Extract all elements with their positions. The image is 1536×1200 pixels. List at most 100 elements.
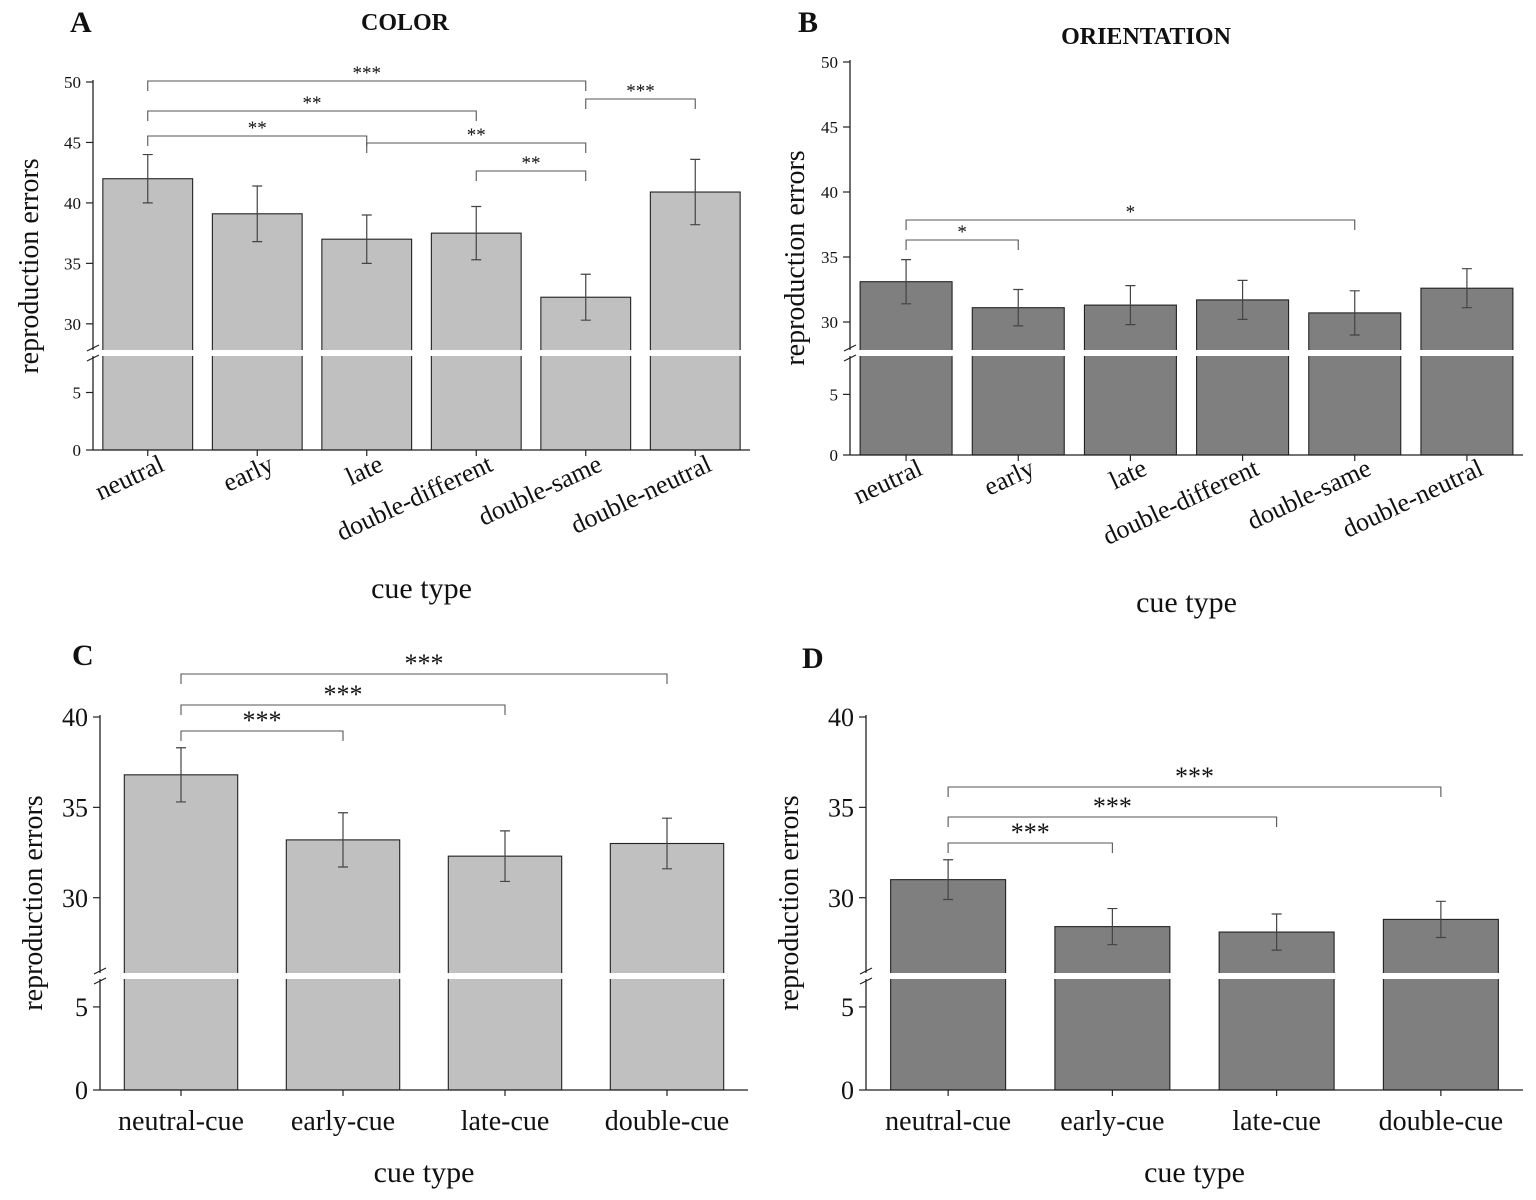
y-tick-label-a: 45 [64,133,81,152]
significance-bracket-d-0 [947,786,1442,797]
significance-bracket-a-5 [475,170,587,181]
error-bar-a-1 [252,185,263,243]
x-tick-label-c-0: neutral-cue [118,1106,244,1137]
x-axis-label-d: cue type [1144,1156,1245,1189]
error-bar-d-2 [1271,913,1282,951]
y-axis-label-c: reproduction errors [18,795,49,1010]
error-bar-b-2 [1125,285,1136,326]
y-tick-label-c: 35 [62,793,88,822]
x-tick-label-b-2: late [1105,453,1151,495]
bar-a-4 [540,296,632,451]
significance-label-a-5: ** [522,153,541,174]
x-axis-label-a: cue type [371,572,472,605]
significance-bracket-c-1 [180,704,506,715]
x-axis-label-b: cue type [1136,586,1237,619]
y-tick-label-a: 35 [64,254,81,273]
bar-b-5 [1420,287,1514,456]
significance-label-d-0: *** [1175,762,1214,791]
bar-a-1 [211,213,303,451]
significance-label-a-0: *** [353,63,382,84]
error-bar-c-1 [338,812,348,868]
x-tick-label-d-0: neutral-cue [885,1106,1011,1137]
error-bar-c-3 [662,817,672,870]
x-tick-label-d-3: double-cue [1379,1106,1503,1137]
y-tick-label-a: 0 [73,441,82,460]
significance-label-a-1: *** [626,81,655,102]
significance-label-d-1: *** [1093,792,1132,821]
bar-d-1 [1054,926,1171,1091]
y-tick-label-a: 5 [73,383,82,402]
y-tick-label-a: 40 [64,194,81,213]
error-bar-d-3 [1435,900,1446,939]
bar-d-2 [1218,931,1335,1091]
bar-d-0 [890,879,1007,1091]
error-bar-c-0 [176,747,186,803]
significance-label-b-1: * [957,222,967,243]
significance-bracket-b-0 [905,219,1356,230]
y-tick-label-b: 0 [830,446,839,465]
y-tick-label-a: 30 [64,315,81,334]
significance-bracket-d-2 [947,842,1113,853]
y-tick-label-a: 50 [64,73,81,92]
significance-label-c-2: *** [243,706,282,735]
y-tick-label-d: 5 [841,993,854,1022]
y-tick-label-c: 5 [75,993,88,1022]
bar-a-0 [102,178,194,451]
significance-label-c-1: *** [324,680,363,709]
bar-c-1 [285,839,401,1091]
bar-b-4 [1308,312,1402,456]
error-bar-d-0 [943,859,954,901]
significance-bracket-a-1 [585,98,696,109]
bar-b-0 [859,281,953,456]
x-tick-label-b-0: neutral [849,453,927,510]
panel-b-letter: B [798,6,818,39]
y-tick-label-b: 40 [821,183,838,202]
x-tick-label-a-1: early [218,449,277,497]
significance-bracket-d-1 [947,816,1278,827]
y-tick-label-c: 40 [62,703,88,732]
error-bar-a-5 [690,158,701,226]
significance-bracket-a-3 [147,135,368,146]
x-tick-label-d-2: late-cue [1232,1106,1321,1137]
bar-d-3 [1382,918,1499,1091]
error-bar-a-4 [580,273,591,321]
panel-c-color-combined-chart: C 30 35 40 0 5 neutral-cue early-cue late-cue dou… [18,639,752,1189]
significance-label-d-2: *** [1011,818,1050,847]
bar-c-0 [123,774,239,1091]
significance-bracket-c-0 [180,673,668,684]
y-tick-label-d: 30 [828,884,854,913]
significance-bracket-a-4 [366,142,587,153]
bar-a-2 [321,238,413,451]
y-tick-label-d: 40 [828,703,854,732]
y-tick-label-b: 30 [821,313,838,332]
x-tick-label-a-2: late [341,449,387,491]
panel-b-orientation-chart: B ORIENTATION 30 35 40 45 50 0 5 neutral early late… [780,6,1527,619]
x-tick-label-c-1: early-cue [291,1106,395,1137]
error-bar-b-3 [1237,279,1248,320]
panel-d-letter: D [802,642,824,675]
significance-label-a-3: ** [248,118,267,139]
x-axis-label-c: cue type [374,1156,475,1189]
y-tick-label-d: 35 [828,793,854,822]
error-bar-a-2 [361,214,372,264]
y-tick-label-c: 0 [75,1076,88,1105]
significance-bracket-a-2 [147,110,477,121]
significance-bracket-c-2 [180,730,344,741]
bar-a-3 [430,232,522,451]
bar-c-3 [609,842,725,1091]
significance-label-a-4: ** [467,125,486,146]
x-tick-label-c-2: late-cue [461,1106,550,1137]
panel-a-title: COLOR [361,10,450,36]
axis-break-mark-c [93,967,107,985]
y-axis-label-b: reproduction errors [780,150,811,365]
y-tick-label-b: 5 [830,385,839,404]
error-bar-a-0 [142,153,153,204]
panel-c-letter: C [72,639,94,672]
x-tick-label-c-3: double-cue [605,1106,729,1137]
y-tick-label-b: 50 [821,53,838,72]
axis-break-mark-a [86,344,100,362]
axis-break-mark-b [843,344,857,362]
error-bar-a-3 [471,205,482,261]
significance-label-c-0: *** [405,649,444,678]
